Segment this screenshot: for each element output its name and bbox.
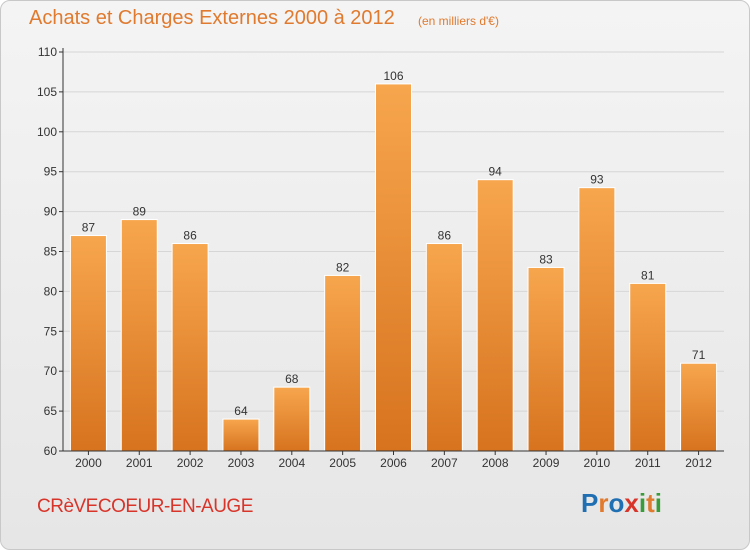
data-label-2007: 86 [438,229,452,243]
bar-2007 [425,243,463,452]
data-label-2003: 64 [234,404,248,418]
x-tick-label-2001: 2001 [126,456,153,470]
bar-2005 [324,274,362,452]
x-tick-label-2003: 2003 [228,456,255,470]
bar-2006 [375,83,412,452]
bar-2008 [476,179,514,452]
bars [69,83,718,452]
x-tick-label-2002: 2002 [177,456,204,470]
x-tick-label-2012: 2012 [685,456,712,470]
data-label-2006: 106 [383,69,403,83]
bar-2002 [171,243,209,452]
proxiti-logo: Proxiti [581,488,662,519]
y-tick-label: 65 [44,404,58,418]
x-tick-label-2004: 2004 [278,456,305,470]
commune-name: CRèVECOEUR-EN-AUGE [37,496,253,517]
y-tick-label: 95 [44,165,58,179]
y-tick-label: 110 [38,45,57,59]
bar-2004 [273,386,311,452]
chart-title: Achats et Charges Externes 2000 à 2012 [29,7,395,29]
data-labels: 87 89 86 64 68 82 106 86 94 83 93 81 71 [82,69,706,418]
logo-letter: x [624,488,639,518]
logo-letter: i [654,488,662,518]
chart-subtitle: (en milliers d'€) [418,14,499,28]
logo-letter: P [581,488,599,518]
x-tick-label-2000: 2000 [75,456,102,470]
data-label-2008: 94 [489,165,503,179]
logo-letter: i [638,488,647,518]
bar-2009 [527,266,565,452]
y-tick-label: 100 [37,125,57,139]
y-tick-label: 80 [44,284,58,298]
data-label-2004: 68 [285,372,299,386]
data-label-2010: 93 [590,173,604,187]
data-label-2002: 86 [183,229,197,243]
y-tick-label: 90 [44,205,58,219]
y-tick-label: 70 [44,364,58,378]
data-label-2005: 82 [336,260,350,274]
bar-2003 [222,418,260,452]
x-tick-label-2006: 2006 [380,456,407,470]
y-tick-label: 105 [37,85,57,99]
bar-2012 [680,362,718,452]
x-tick-label-2007: 2007 [431,456,458,470]
logo-letter: o [608,488,625,518]
logo-letter: t [646,488,655,518]
y-tick-label: 60 [44,444,58,458]
y-tick-label: 75 [44,324,58,338]
logo-letter: r [598,488,609,518]
bar-2010 [578,187,616,452]
axes: 60 65 70 75 80 85 90 95 100 105 110 2000 2001 2002 200… [37,45,724,470]
data-label-2009: 83 [539,252,553,266]
data-label-2001: 89 [133,205,147,219]
x-tick-label-2010: 2010 [584,456,611,470]
y-tick-label: 85 [44,245,58,259]
x-tick-label-2011: 2011 [635,456,661,470]
x-tick-label-2009: 2009 [533,456,560,470]
data-label-2012: 71 [692,348,706,362]
bar-2001 [120,219,158,452]
x-tick-label-2008: 2008 [482,456,509,470]
x-tick-label-2005: 2005 [329,456,356,470]
bar-2011 [629,282,667,452]
bar-2000 [69,235,107,452]
data-label-2011: 81 [641,268,655,282]
data-label-2000: 87 [82,221,96,235]
